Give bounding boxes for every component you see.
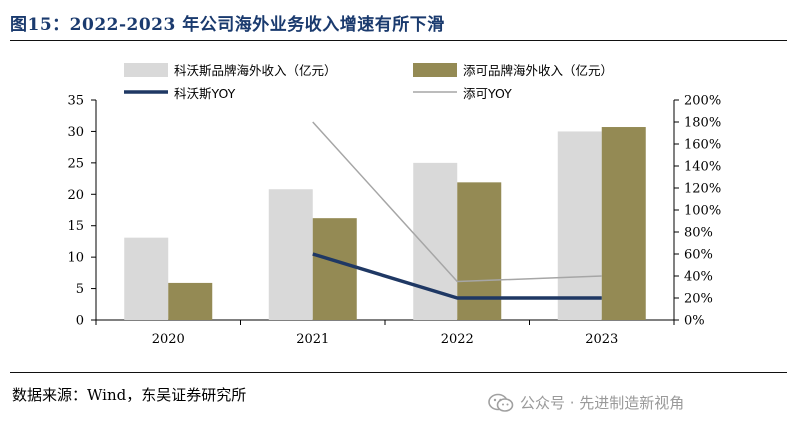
bar	[268, 189, 313, 320]
lines	[312, 121, 602, 300]
line-series-ecovacs-yoy	[312, 252, 602, 300]
legend: 科沃斯品牌海外收入（亿元） 添可品牌海外收入（亿元） 科沃斯YOY 添可YOY	[124, 63, 613, 101]
figure-title: 图15：2022-2023 年公司海外业务收入增速有所下滑	[10, 15, 445, 35]
y-left-tick-label: 35	[67, 94, 84, 109]
y-right-tick-label: 200%	[684, 94, 721, 109]
y-right-tick-label: 120%	[684, 182, 721, 197]
bars	[124, 127, 646, 321]
y-right-tick-label: 80%	[684, 226, 713, 241]
tick-labels: 0 5 10 15 20 25 30 35 0% 20% 40% 60% 80% 100% 120% 140%…	[67, 94, 721, 348]
y-left-tick-label: 25	[67, 156, 84, 171]
bar	[168, 282, 213, 320]
bar	[557, 131, 602, 320]
y-left-tick-label: 20	[67, 188, 84, 203]
y-left-tick-label: 0	[76, 314, 84, 329]
line-series-tineco-yoy	[312, 121, 602, 283]
legend-label: 科沃斯YOY	[174, 86, 236, 101]
x-tick-label: 2023	[585, 332, 618, 347]
y-right-tick-label: 40%	[684, 270, 713, 285]
x-tick-label: 2022	[441, 332, 474, 347]
source-note: 数据来源：Wind，东吴证券研究所	[12, 386, 247, 404]
y-left-tick-label: 5	[76, 282, 84, 297]
bar	[312, 218, 357, 320]
watermark: 公众号 · 先进制造新视角	[488, 392, 684, 413]
x-tick-label: 2021	[296, 332, 329, 347]
watermark-text: 公众号 · 先进制造新视角	[520, 394, 685, 412]
bar	[124, 237, 169, 320]
x-tick-label: 2020	[152, 332, 185, 347]
bar	[601, 127, 646, 321]
y-right-tick-label: 180%	[684, 116, 721, 131]
combo-chart: 科沃斯品牌海外收入（亿元） 添可品牌海外收入（亿元） 科沃斯YOY 添可YOY 0 5 1…	[67, 63, 721, 348]
legend-label: 添可YOY	[463, 86, 512, 101]
y-right-tick-label: 20%	[684, 292, 713, 307]
legend-swatch	[413, 63, 457, 77]
y-right-tick-label: 140%	[684, 160, 721, 175]
wechat-icon	[488, 393, 514, 412]
legend-label: 添可品牌海外收入（亿元）	[463, 63, 613, 78]
y-right-tick-label: 160%	[684, 138, 721, 153]
y-left-tick-label: 10	[67, 251, 84, 266]
y-right-tick-label: 100%	[684, 204, 721, 219]
y-left-tick-label: 30	[67, 125, 84, 140]
legend-swatch	[124, 63, 168, 77]
y-left-tick-label: 15	[67, 219, 84, 234]
y-right-tick-label: 0%	[684, 314, 705, 329]
title-rule	[10, 40, 787, 41]
y-right-tick-label: 60%	[684, 248, 713, 263]
legend-label: 科沃斯品牌海外收入（亿元）	[174, 63, 337, 78]
source-rule	[10, 372, 787, 373]
